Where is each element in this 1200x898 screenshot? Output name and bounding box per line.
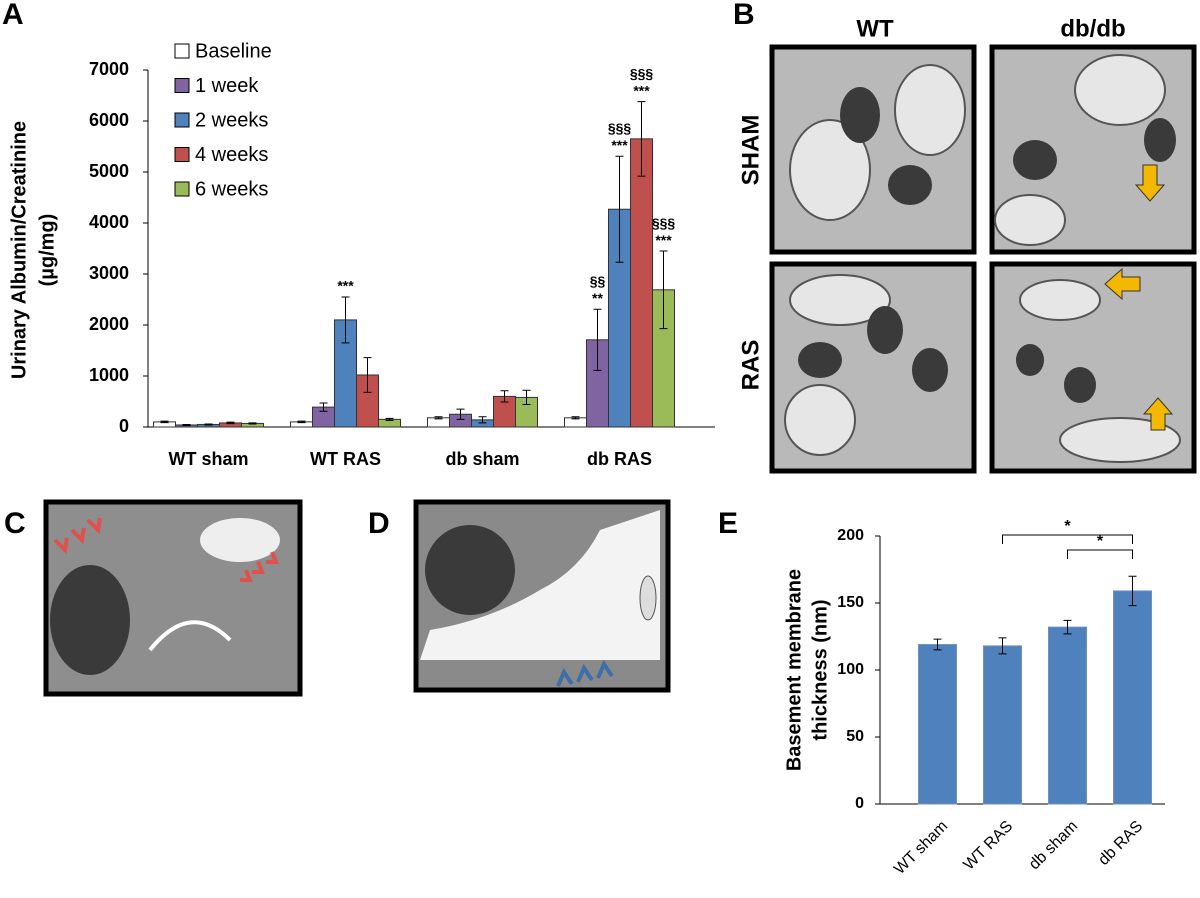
annotation: §§§	[630, 65, 654, 81]
error-bar	[593, 308, 602, 371]
legend-swatch	[174, 112, 190, 128]
error-bar	[1063, 619, 1072, 635]
panel-label: C	[4, 507, 26, 540]
panel-label: A	[2, 0, 24, 31]
y-axis-label: (µg/mg)	[36, 214, 58, 287]
x-tick-label: WT RAS	[960, 818, 1016, 874]
micrograph	[769, 44, 977, 255]
legend-label: 2 weeks	[195, 109, 268, 131]
legend-swatch	[174, 147, 190, 162]
y-axis-label: Basement membrane	[783, 569, 805, 771]
y-axis-label: thickness (nm)	[809, 599, 831, 740]
significance-label: *	[1064, 518, 1071, 535]
error-bar	[319, 402, 328, 412]
panel-label: E	[718, 507, 738, 540]
micrograph	[413, 499, 671, 693]
legend-label: 1 week	[195, 75, 259, 97]
annotation: ***	[655, 232, 672, 248]
legend-label: 6 weeks	[195, 178, 268, 200]
y-tick-label: 0	[855, 795, 864, 812]
legend-label: Baseline	[195, 40, 272, 62]
annotation: ***	[633, 82, 650, 98]
x-tick-label: db RAS	[1095, 818, 1146, 869]
error-bar	[637, 101, 646, 177]
error-bar	[615, 155, 624, 263]
annotation: §§§	[608, 120, 632, 136]
x-tick-label: WT RAS	[310, 449, 381, 469]
error-bar	[182, 423, 191, 426]
error-bar	[297, 420, 306, 424]
significance-label: *	[1097, 533, 1104, 550]
row-label: SHAM	[737, 115, 764, 186]
significance-bracket	[1002, 534, 1133, 544]
micrograph	[989, 44, 1197, 255]
error-bar	[1128, 575, 1137, 607]
y-axis-label: Urinary Albumin/Creatinine	[8, 121, 30, 379]
y-tick-label: 7000	[89, 59, 129, 79]
x-tick-label: db sham	[1026, 818, 1081, 873]
micrograph	[769, 261, 977, 474]
error-bar	[226, 421, 235, 425]
y-tick-label: 200	[837, 527, 864, 544]
annotation: ***	[337, 278, 354, 294]
error-bar	[933, 638, 942, 651]
legend-label: 4 weeks	[195, 144, 268, 166]
error-bar	[571, 416, 580, 420]
bar	[918, 644, 957, 805]
error-bar	[248, 422, 257, 425]
y-tick-label: 150	[837, 594, 864, 611]
annotation: **	[592, 290, 603, 306]
bar	[1113, 590, 1152, 805]
error-bar	[500, 390, 509, 403]
panel-label: D	[368, 507, 390, 540]
error-bar	[998, 637, 1007, 655]
y-tick-label: 1000	[89, 365, 129, 385]
y-tick-label: 2000	[89, 314, 129, 334]
error-bar	[385, 417, 394, 421]
bar	[1048, 626, 1087, 805]
x-tick-label: db sham	[445, 449, 519, 469]
error-bar	[363, 357, 372, 393]
significance-bracket	[1067, 549, 1133, 559]
error-bar	[659, 250, 668, 330]
annotation: §§§	[652, 215, 676, 231]
error-bar	[160, 420, 169, 424]
micrograph	[43, 499, 303, 697]
x-tick-label: db RAS	[587, 449, 652, 469]
row-label: RAS	[737, 340, 764, 391]
y-tick-label: 100	[837, 661, 864, 678]
x-tick-label: WT sham	[168, 449, 248, 469]
legend-swatch	[174, 181, 190, 197]
annotation: ***	[611, 137, 628, 153]
column-label: db/db	[1060, 15, 1125, 42]
y-tick-label: 5000	[89, 161, 129, 181]
error-bar	[434, 416, 443, 420]
error-bar	[456, 408, 465, 420]
panel-label: B	[733, 0, 755, 31]
legend-swatch	[174, 43, 190, 59]
y-tick-label: 0	[119, 416, 129, 436]
y-tick-label: 3000	[89, 263, 129, 283]
column-label: WT	[856, 15, 894, 42]
error-bar	[478, 416, 487, 424]
bar	[630, 138, 653, 428]
annotation: §§	[590, 273, 606, 289]
x-tick-label: WT sham	[891, 818, 951, 878]
bar	[983, 645, 1022, 805]
error-bar	[341, 296, 350, 344]
y-tick-label: 4000	[89, 212, 129, 232]
error-bar	[522, 389, 531, 406]
error-bar	[204, 423, 213, 426]
micrograph	[989, 261, 1197, 474]
y-tick-label: 6000	[89, 110, 129, 130]
legend-swatch	[174, 78, 190, 93]
y-tick-label: 50	[846, 728, 864, 745]
